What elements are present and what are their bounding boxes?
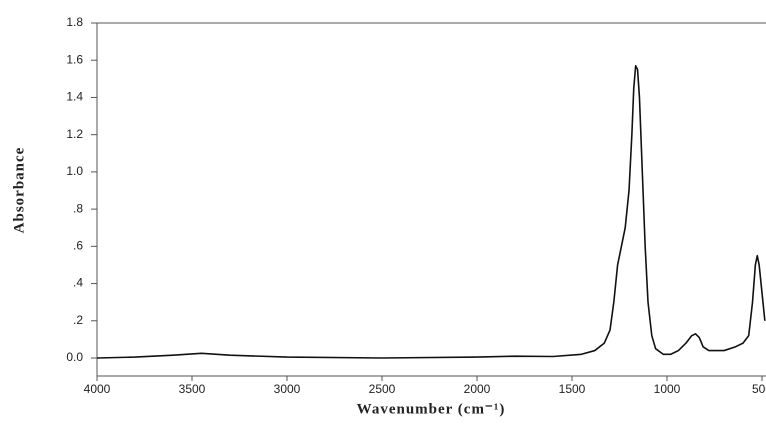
y-tick-label: .8 [73,201,83,215]
y-axis-title: Absorbance [11,147,27,234]
y-tick-label: 1.8 [66,15,83,29]
x-tick-label: 500 [752,382,766,396]
x-tick-label: 2500 [369,382,396,396]
y-tick-label: 1.0 [66,164,83,178]
y-tick-label: .6 [73,239,83,253]
y-tick-label: 1.6 [66,52,83,66]
x-tick-label: 3000 [274,382,301,396]
x-tick-label: 3500 [179,382,206,396]
x-axis-title: Wavenumber (cm⁻¹) [357,401,506,417]
y-tick-label: 0.0 [66,350,83,364]
y-tick-label: .2 [73,313,83,327]
x-tick-label: 2000 [464,382,491,396]
x-tick-label: 1000 [654,382,681,396]
y-tick-label: .4 [73,276,83,290]
y-tick-label: 1.4 [66,90,83,104]
y-tick-label: 1.2 [66,127,83,141]
x-tick-label: 4000 [84,382,111,396]
spectrum-line [96,65,766,359]
x-tick-label: 1500 [559,382,586,396]
